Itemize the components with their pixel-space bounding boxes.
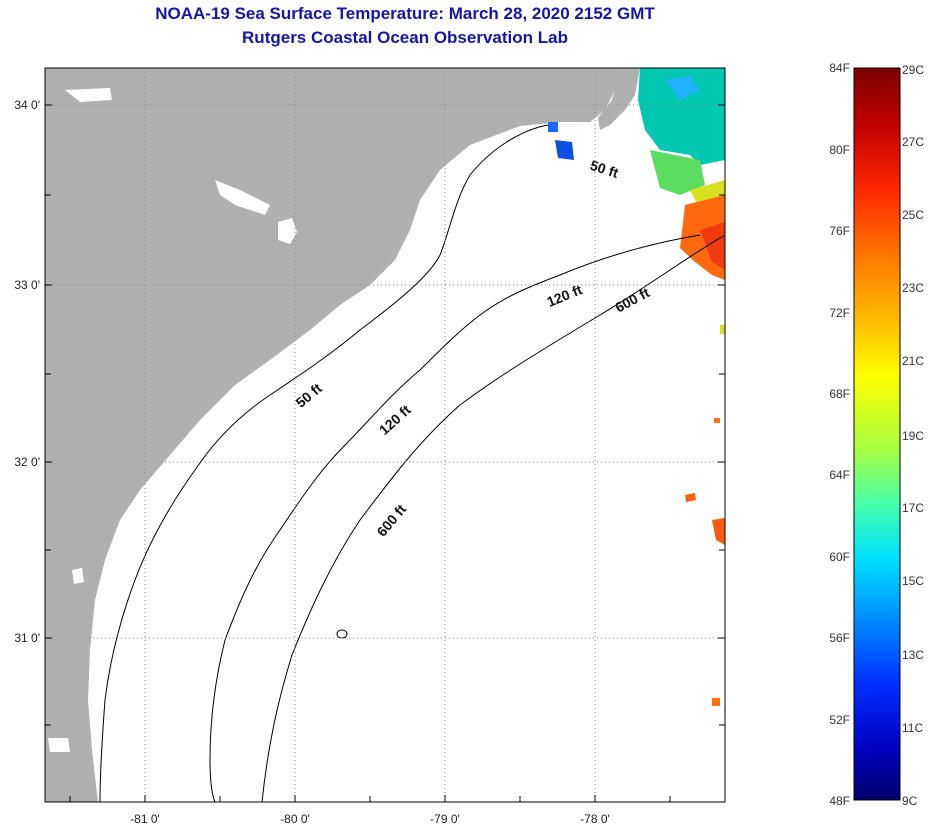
lat-lon-grid xyxy=(45,68,725,802)
f-label-72: 72F xyxy=(829,306,850,320)
f-label-48: 48F xyxy=(829,794,850,808)
c-label-27: 27C xyxy=(902,135,924,149)
isobath-600ft xyxy=(261,234,725,802)
c-label-15: 15C xyxy=(902,574,924,588)
colorbar-gradient xyxy=(853,67,901,801)
tick-marks xyxy=(45,104,725,802)
f-label-76: 76F xyxy=(829,224,850,238)
isobath-120ft xyxy=(209,234,701,802)
sst-patch-east-3 xyxy=(714,418,720,423)
f-label-80: 80F xyxy=(829,143,850,157)
f-label-56: 56F xyxy=(829,631,850,645)
sst-patch-north xyxy=(638,68,725,165)
f-label-68: 68F xyxy=(829,387,850,401)
northeast-land xyxy=(598,68,640,130)
c-label-25: 25C xyxy=(902,208,924,222)
map-frame xyxy=(44,67,726,803)
sst-patch-east-5 xyxy=(712,698,720,706)
c-label-11: 11C xyxy=(902,721,923,735)
lon-label-81: -81 0' xyxy=(130,812,160,826)
c-label-21: 21C xyxy=(902,354,924,368)
lake-1 xyxy=(65,88,112,102)
sst-patch-red xyxy=(700,222,725,270)
lat-label-33: 33 0' xyxy=(14,278,40,292)
sst-patch-blue-small xyxy=(548,122,558,132)
f-label-64: 64F xyxy=(829,468,850,482)
sst-patch-east-1 xyxy=(712,518,725,545)
lon-label-80: -80 0' xyxy=(280,812,310,826)
f-label-60: 60F xyxy=(829,550,850,564)
temperature-colorbar: 84F 80F 76F 72F 68F 64F 60F 56F 52F 48F … xyxy=(829,61,924,808)
c-label-23: 23C xyxy=(902,281,924,295)
c-label-19: 19C xyxy=(902,429,924,443)
sst-map: -81 0' -80 0' -79 0' -78 0' 34 0' 33 0' … xyxy=(14,67,726,826)
c-label-29: 29C xyxy=(902,63,924,77)
lat-label-34: 34 0' xyxy=(14,98,40,112)
lon-label-78: -78 0' xyxy=(580,812,610,826)
map-title: NOAA-19 Sea Surface Temperature: March 2… xyxy=(155,4,655,23)
sst-patch-east-2 xyxy=(685,493,696,502)
c-label-13: 13C xyxy=(902,648,924,662)
sst-patch-east-4 xyxy=(720,325,725,334)
lat-label-31: 31 0' xyxy=(14,631,40,645)
lake-5 xyxy=(48,738,70,752)
lon-label-79: -79 0' xyxy=(430,812,460,826)
sst-patch-green xyxy=(650,150,705,195)
lake-3 xyxy=(278,218,297,244)
f-label-52: 52F xyxy=(829,713,850,727)
lake-4 xyxy=(72,568,84,584)
c-label-9: 9C xyxy=(902,794,918,808)
sst-patch-blue xyxy=(555,140,574,160)
isobath-50ft xyxy=(99,124,549,802)
f-label-84: 84F xyxy=(829,61,850,75)
land-mass xyxy=(45,68,620,802)
lake-2 xyxy=(215,180,270,215)
map-subtitle: Rutgers Coastal Ocean Observation Lab xyxy=(242,28,568,47)
c-label-17: 17C xyxy=(902,501,924,515)
sst-patch-cyan xyxy=(665,76,700,100)
lat-label-32: 32 0' xyxy=(14,455,40,469)
